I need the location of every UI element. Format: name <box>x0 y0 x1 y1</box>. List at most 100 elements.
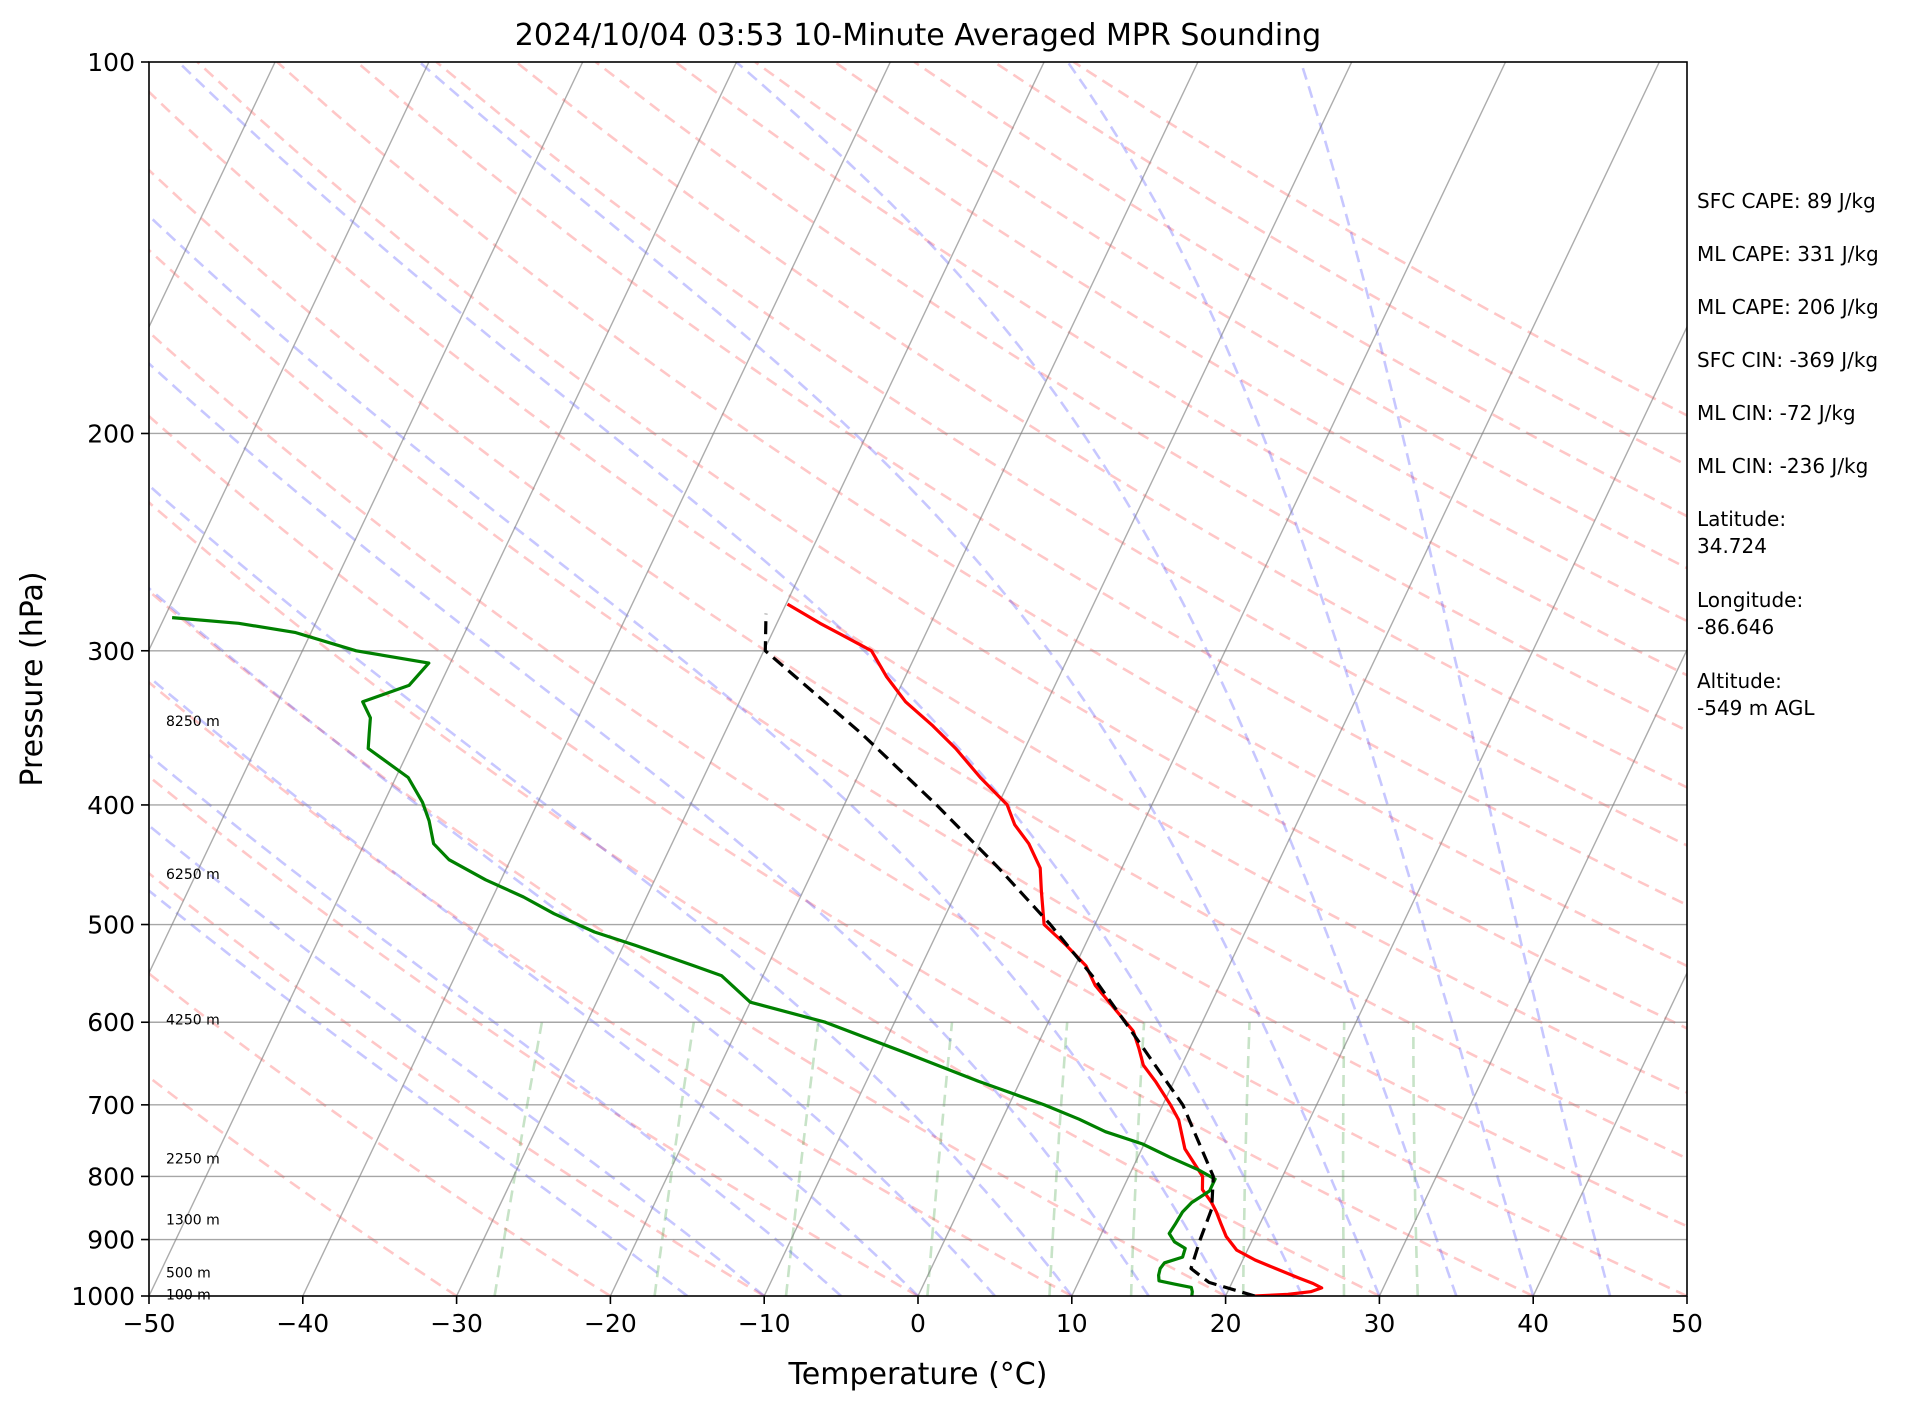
y-tick-label: 900 <box>87 1226 135 1255</box>
latitude-label: Latitude: <box>1697 507 1787 531</box>
dry-adiabat-line <box>149 680 1073 1296</box>
axis-ticks: −50 −40 −30 −20 −10 0 10 20 30 40 50 100 200 300 400 50… <box>71 48 1703 1338</box>
y-tick-label: 800 <box>87 1162 135 1191</box>
mixing-ratio-line <box>784 1022 820 1296</box>
altitude-block: Altitude: -549 m AGL <box>1697 668 1907 722</box>
latitude-value: 34.724 <box>1697 534 1767 558</box>
dry-adiabat-line <box>149 414 1534 1296</box>
moist-adiabat-line <box>149 753 842 1296</box>
x-tick-label: 50 <box>1671 1309 1703 1338</box>
isotherm-line <box>455 62 1045 1296</box>
x-tick-label: −20 <box>584 1309 637 1338</box>
isotherm-line <box>917 62 1507 1296</box>
isotherm-line <box>302 62 891 1296</box>
dry-adiabat-line <box>674 62 1687 677</box>
dry-adiabat-line <box>149 971 612 1296</box>
height-label: 500 m <box>166 1265 211 1281</box>
grid-lines <box>149 62 1687 1296</box>
x-tick-label: 20 <box>1210 1309 1242 1338</box>
moist-adiabat-line <box>418 62 1381 1296</box>
indices-panel: SFC CAPE: 89 J/kg ML CAPE: 331 J/kg ML C… <box>1697 188 1907 749</box>
dry-adiabat-line <box>149 1075 458 1296</box>
isotherm-line <box>609 62 1199 1296</box>
y-tick-label: 1000 <box>71 1282 135 1311</box>
y-tick-label: 500 <box>87 911 135 940</box>
mixing-ratio-line <box>1048 1022 1069 1296</box>
x-tick-label: 0 <box>910 1309 926 1338</box>
dry-adiabat-line <box>149 500 1380 1296</box>
isotherm-line <box>763 62 1353 1296</box>
isotherm-line <box>149 62 430 652</box>
parcel-line <box>763 613 1256 1296</box>
longitude-label: Longitude: <box>1697 588 1804 612</box>
longitude-value: -86.646 <box>1697 615 1775 639</box>
dewpoint-line <box>171 616 1217 1296</box>
dry-adiabat-line <box>276 62 1687 968</box>
y-tick-label: 200 <box>87 419 135 448</box>
y-axis-label: Pressure (hPa) <box>15 571 50 786</box>
x-tick-label: −50 <box>123 1309 176 1338</box>
moist-adiabat-line <box>149 361 1150 1296</box>
moist-adiabat-line <box>1066 62 1535 1296</box>
moist-adiabat-line <box>735 62 1458 1296</box>
height-label: 1300 m <box>166 1213 220 1229</box>
y-tick-label: 700 <box>87 1091 135 1120</box>
height-label: 2250 m <box>166 1152 220 1168</box>
dry-adiabat-line <box>515 62 1687 789</box>
moist-adiabat-line <box>149 889 689 1296</box>
dry-adiabat-line <box>149 90 1687 1094</box>
moist-adiabat-line <box>1299 62 1612 1296</box>
dry-adiabat-line <box>149 871 765 1296</box>
dry-adiabat-line <box>833 62 1687 570</box>
altitude-label: Altitude: <box>1697 669 1782 693</box>
ml-cape-text-2: ML CAPE: 206 J/kg <box>1697 295 1879 319</box>
height-label: 8250 m <box>166 714 220 730</box>
x-tick-label: 10 <box>1056 1309 1088 1338</box>
height-label: 4250 m <box>166 1013 220 1029</box>
moist-adiabat-line <box>177 62 1304 1296</box>
dry-adiabat-line <box>149 774 919 1296</box>
height-label: 6250 m <box>166 867 220 883</box>
sfc-cape-text: SFC CAPE: 89 J/kg <box>1697 189 1876 213</box>
temperature-line <box>786 602 1324 1296</box>
y-tick-label: 300 <box>87 637 135 666</box>
isotherm-line <box>1224 325 1687 1296</box>
mixing-ratio-line <box>1341 1022 1346 1296</box>
x-tick-label: 30 <box>1363 1309 1395 1338</box>
chart-title: 2024/10/04 03:53 10-Minute Averaged MPR … <box>515 18 1321 53</box>
dry-adiabat-line <box>149 248 1687 1228</box>
latitude-block: Latitude: 34.724 <box>1697 506 1907 560</box>
x-tick-label: −40 <box>276 1309 329 1338</box>
ml-cin-text: ML CIN: -72 J/kg <box>1697 401 1856 425</box>
dry-adiabat-line <box>435 62 1687 847</box>
y-tick-label: 600 <box>87 1008 135 1037</box>
y-tick-label: 100 <box>87 48 135 77</box>
isotherm-line <box>149 62 276 329</box>
background-lines <box>149 62 1687 1296</box>
x-tick-label: −30 <box>430 1309 483 1338</box>
isotherm-line <box>149 62 584 975</box>
x-axis-label: Temperature (°C) <box>788 1357 1048 1392</box>
x-tick-label: −10 <box>738 1309 791 1338</box>
ml-cape-text: ML CAPE: 331 J/kg <box>1697 242 1879 266</box>
sfc-cin-text: SFC CIN: -369 J/kg <box>1697 348 1879 372</box>
isotherm-line <box>1378 648 1687 1296</box>
isotherm-line <box>1532 971 1687 1296</box>
x-tick-label: 40 <box>1517 1309 1549 1338</box>
dry-adiabat-line <box>149 330 1687 1296</box>
moist-adiabat-line <box>149 675 919 1296</box>
altitude-value: -549 m AGL <box>1697 696 1815 720</box>
dry-adiabat-line <box>196 62 1687 1030</box>
moist-adiabat-line <box>149 214 1227 1296</box>
series-layer <box>171 602 1324 1296</box>
moist-adiabat-line <box>149 586 996 1296</box>
moist-adiabat-line <box>149 483 1073 1296</box>
dry-adiabat-line <box>149 168 1687 1160</box>
longitude-block: Longitude: -86.646 <box>1697 587 1907 641</box>
moist-adiabat-line <box>149 823 766 1296</box>
ml-cin-text-2: ML CIN: -236 J/kg <box>1697 454 1869 478</box>
mixing-ratio-line <box>1412 1022 1419 1296</box>
isotherm-line <box>1071 62 1660 1296</box>
